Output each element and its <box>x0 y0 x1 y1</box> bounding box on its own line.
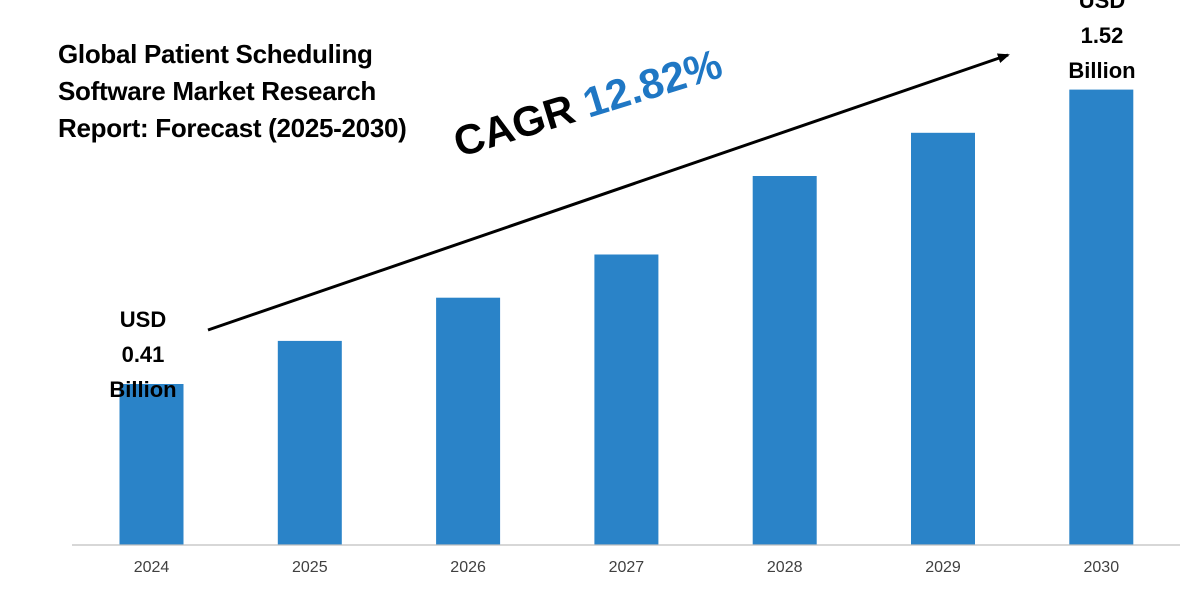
chart-title-line-3: Report: Forecast (2025-2030) <box>58 113 407 143</box>
x-tick-labels: 2024 2025 2026 2027 2028 2029 2030 <box>134 559 1119 576</box>
end-value-currency: USD <box>1078 0 1126 13</box>
chart-title-line-1: Global Patient Scheduling <box>58 39 373 69</box>
bars-layer <box>119 89 1134 546</box>
chart-title: Global Patient Scheduling Software Marke… <box>58 36 478 147</box>
start-value-label: USD 0.41 Billion <box>88 302 198 407</box>
x-tick-label-2026: 2026 <box>450 559 486 576</box>
end-value-unit: Billion <box>1068 58 1136 83</box>
x-tick-label-2024: 2024 <box>134 559 170 576</box>
end-value-amount: 1.52 <box>1080 23 1124 48</box>
growth-arrow <box>207 53 1010 332</box>
bar-2028 <box>752 176 817 545</box>
bar-2030 <box>1069 89 1134 545</box>
start-value-amount: 0.41 <box>121 342 165 367</box>
x-tick-label-2028: 2028 <box>767 559 803 576</box>
x-tick-label-2030: 2030 <box>1084 559 1120 576</box>
bar-2027 <box>594 254 659 545</box>
bar-2024 <box>119 384 184 545</box>
bar-2026 <box>436 297 501 545</box>
bar-2025 <box>277 340 342 545</box>
start-value-unit: Billion <box>109 377 177 402</box>
x-tick-label-2029: 2029 <box>925 559 961 576</box>
chart-title-line-2: Software Market Research <box>58 76 376 106</box>
x-tick-label-2027: 2027 <box>609 559 645 576</box>
start-value-currency: USD <box>119 307 167 332</box>
x-tick-label-2025: 2025 <box>292 559 328 576</box>
end-value-label: USD 1.52 Billion <box>1047 0 1157 88</box>
bar-2029 <box>911 132 975 546</box>
